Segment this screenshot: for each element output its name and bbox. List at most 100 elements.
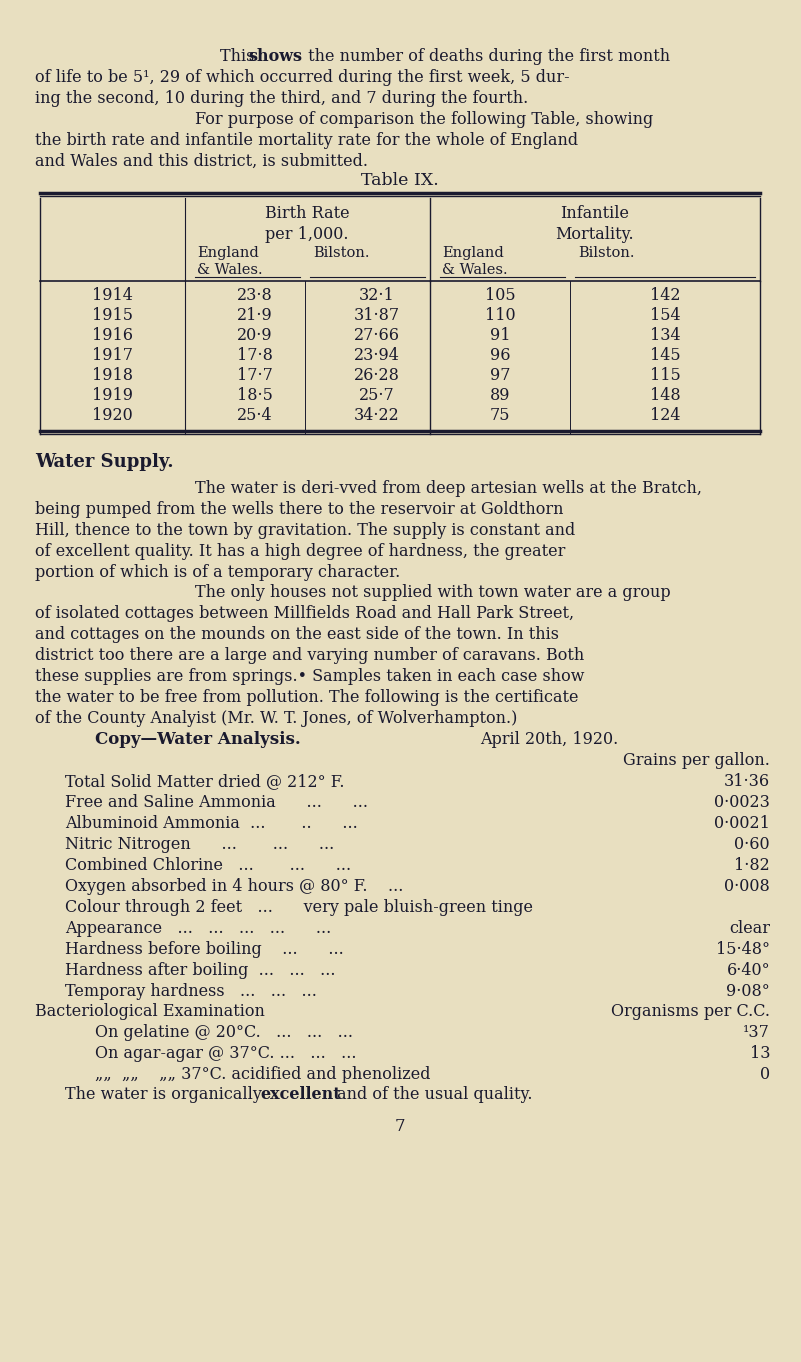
Text: 105: 105: [485, 287, 515, 304]
Text: 20·9: 20·9: [237, 327, 273, 345]
Text: 1916: 1916: [91, 327, 132, 345]
Text: Colour through 2 feet   ...      very pale bluish-green tinge: Colour through 2 feet ... very pale blui…: [65, 899, 533, 917]
Text: 34·22: 34·22: [354, 407, 400, 424]
Text: 1918: 1918: [91, 366, 132, 384]
Text: 115: 115: [650, 366, 680, 384]
Text: Nitric Nitrogen      ...       ...      ...: Nitric Nitrogen ... ... ...: [65, 836, 334, 853]
Text: 23·94: 23·94: [354, 347, 400, 364]
Text: 25·4: 25·4: [237, 407, 273, 424]
Text: The water is organically: The water is organically: [65, 1086, 267, 1103]
Text: 154: 154: [650, 306, 680, 324]
Text: 31·36: 31·36: [724, 774, 770, 790]
Text: Mortality.: Mortality.: [556, 226, 634, 242]
Text: Albuminoid Ammonia  ...       ..      ...: Albuminoid Ammonia ... .. ...: [65, 816, 358, 832]
Text: On gelatine @ 20°C.   ...   ...   ...: On gelatine @ 20°C. ... ... ...: [95, 1024, 353, 1041]
Text: 96: 96: [489, 347, 510, 364]
Text: district too there are a large and varying number of caravans. Both: district too there are a large and varyi…: [35, 647, 584, 665]
Text: 7: 7: [395, 1118, 405, 1135]
Text: 17·7: 17·7: [237, 366, 273, 384]
Text: 134: 134: [650, 327, 680, 345]
Text: and Wales and this district, is submitted.: and Wales and this district, is submitte…: [35, 153, 368, 170]
Text: these supplies are from springs.• Samples taken in each case show: these supplies are from springs.• Sample…: [35, 669, 585, 685]
Text: Organisms per C.C.: Organisms per C.C.: [611, 1004, 770, 1020]
Text: Infantile: Infantile: [561, 204, 630, 222]
Text: & Wales.: & Wales.: [197, 263, 263, 276]
Text: Oxygen absorbed in 4 hours @ 80° F.    ...: Oxygen absorbed in 4 hours @ 80° F. ...: [65, 878, 404, 895]
Text: 25·7: 25·7: [359, 387, 395, 405]
Text: 26·28: 26·28: [354, 366, 400, 384]
Text: For purpose of comparison the following Table, showing: For purpose of comparison the following …: [195, 110, 654, 128]
Text: This: This: [220, 48, 260, 65]
Text: Hardness before boiling    ...      ...: Hardness before boiling ... ...: [65, 941, 344, 959]
Text: 0·008: 0·008: [724, 878, 770, 895]
Text: April 20th, 1920.: April 20th, 1920.: [480, 731, 618, 748]
Text: On agar-agar @ 37°C. ...   ...   ...: On agar-agar @ 37°C. ... ... ...: [95, 1045, 356, 1062]
Text: 91: 91: [489, 327, 510, 345]
Text: Bilston.: Bilston.: [578, 247, 634, 260]
Text: 32·1: 32·1: [359, 287, 395, 304]
Text: 124: 124: [650, 407, 680, 424]
Text: 148: 148: [650, 387, 680, 405]
Text: 15·48°: 15·48°: [716, 941, 770, 959]
Text: Combined Chlorine   ...       ...      ...: Combined Chlorine ... ... ...: [65, 857, 351, 874]
Text: 0·0021: 0·0021: [714, 816, 770, 832]
Text: and cottages on the mounds on the east side of the town. In this: and cottages on the mounds on the east s…: [35, 627, 559, 643]
Text: Temporay hardness   ...   ...   ...: Temporay hardness ... ... ...: [65, 983, 317, 1000]
Text: 97: 97: [489, 366, 510, 384]
Text: ing the second, 10 during the third, and 7 during the fourth.: ing the second, 10 during the third, and…: [35, 90, 528, 108]
Text: per 1,000.: per 1,000.: [265, 226, 348, 242]
Text: Table IX.: Table IX.: [361, 172, 439, 189]
Text: 27·66: 27·66: [354, 327, 400, 345]
Text: 1915: 1915: [91, 306, 132, 324]
Text: being pumped from the wells there to the reservoir at Goldthorn: being pumped from the wells there to the…: [35, 501, 563, 518]
Text: „„  „„    „„ 37°C. acidified and phenolized: „„ „„ „„ 37°C. acidified and phenolized: [95, 1066, 430, 1083]
Text: 17·8: 17·8: [237, 347, 273, 364]
Text: the water to be free from pollution. The following is the certificate: the water to be free from pollution. The…: [35, 689, 578, 706]
Text: shows: shows: [248, 48, 302, 65]
Text: portion of which is of a temporary character.: portion of which is of a temporary chara…: [35, 564, 400, 582]
Text: England: England: [197, 247, 259, 260]
Text: the birth rate and infantile mortality rate for the whole of England: the birth rate and infantile mortality r…: [35, 132, 578, 148]
Text: 0·60: 0·60: [735, 836, 770, 853]
Text: of life to be 5¹, 29 of which occurred during the first week, 5 dur-: of life to be 5¹, 29 of which occurred d…: [35, 69, 570, 86]
Text: 142: 142: [650, 287, 680, 304]
Text: 31·87: 31·87: [354, 306, 400, 324]
Text: Hill, thence to the town by gravitation. The supply is constant and: Hill, thence to the town by gravitation.…: [35, 522, 575, 539]
Text: of isolated cottages between Millfields Road and Hall Park Street,: of isolated cottages between Millfields …: [35, 605, 574, 622]
Text: Bilston.: Bilston.: [313, 247, 369, 260]
Text: Free and Saline Ammonia      ...      ...: Free and Saline Ammonia ... ...: [65, 794, 368, 812]
Text: 0·0023: 0·0023: [714, 794, 770, 812]
Text: 1920: 1920: [91, 407, 132, 424]
Text: Birth Rate: Birth Rate: [264, 204, 349, 222]
Text: clear: clear: [729, 921, 770, 937]
Text: England: England: [442, 247, 504, 260]
Text: Copy—Water Analysis.: Copy—Water Analysis.: [95, 731, 300, 748]
Text: 6·40°: 6·40°: [727, 962, 770, 979]
Text: 1919: 1919: [91, 387, 132, 405]
Text: The water is deri­vved from deep artesian wells at the Bratch,: The water is deri­vved from deep artesia…: [195, 481, 702, 497]
Text: of excellent quality. It has a high degree of hardness, the greater: of excellent quality. It has a high degr…: [35, 543, 566, 560]
Text: 18·5: 18·5: [237, 387, 273, 405]
Text: Appearance   ...   ...   ...   ...      ...: Appearance ... ... ... ... ...: [65, 921, 332, 937]
Text: 21·9: 21·9: [237, 306, 273, 324]
Text: 1917: 1917: [91, 347, 132, 364]
Text: 13: 13: [750, 1045, 770, 1062]
Text: The only houses not supplied with town water are a group: The only houses not supplied with town w…: [195, 584, 670, 601]
Text: excellent: excellent: [260, 1086, 340, 1103]
Text: of the County Analyist (Mr. W. T. Jones, of Wolverhampton.): of the County Analyist (Mr. W. T. Jones,…: [35, 710, 517, 727]
Text: the number of deaths during the first month: the number of deaths during the first mo…: [303, 48, 670, 65]
Text: 75: 75: [489, 407, 510, 424]
Text: Bacteriological Examination: Bacteriological Examination: [35, 1004, 265, 1020]
Text: 89: 89: [489, 387, 510, 405]
Text: & Wales.: & Wales.: [442, 263, 508, 276]
Text: Hardness after boiling  ...   ...   ...: Hardness after boiling ... ... ...: [65, 962, 336, 979]
Text: 145: 145: [650, 347, 680, 364]
Text: ¹37: ¹37: [743, 1024, 770, 1041]
Text: 1914: 1914: [91, 287, 132, 304]
Text: 23·8: 23·8: [237, 287, 273, 304]
Text: 9·08°: 9·08°: [727, 983, 770, 1000]
Text: Water Supply.: Water Supply.: [35, 454, 174, 471]
Text: 1·82: 1·82: [735, 857, 770, 874]
Text: 110: 110: [485, 306, 515, 324]
Text: Total Solid Matter dried @ 212° F.: Total Solid Matter dried @ 212° F.: [65, 774, 344, 790]
